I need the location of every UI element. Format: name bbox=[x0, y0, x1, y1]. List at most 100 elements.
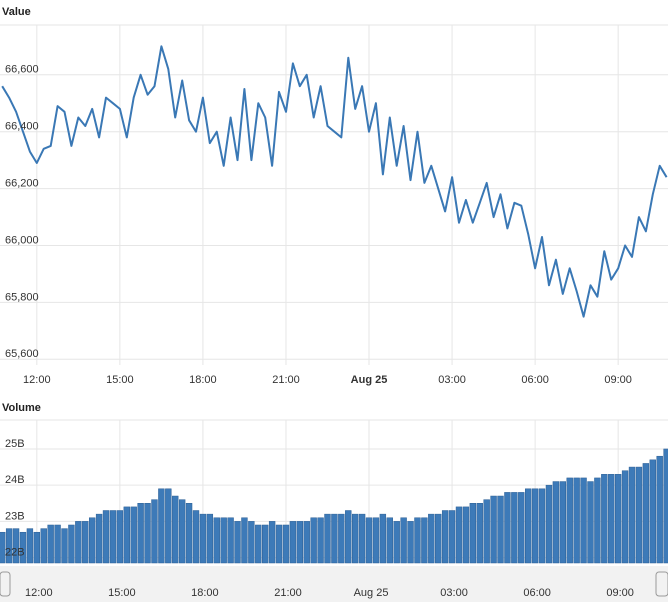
volume-bar bbox=[317, 517, 324, 564]
volume-bar bbox=[628, 466, 636, 564]
volume-bar bbox=[137, 503, 144, 564]
volume-bar bbox=[151, 499, 158, 564]
volume-bar bbox=[88, 517, 96, 564]
volume-bar bbox=[144, 503, 151, 564]
y-tick-label: 66,600 bbox=[5, 64, 39, 76]
volume-bar bbox=[525, 488, 532, 564]
volume-bar bbox=[61, 528, 68, 564]
x-tick-label: 03:00 bbox=[438, 374, 466, 386]
x-tick-label: 18:00 bbox=[189, 374, 217, 386]
y-tick-label: 65,800 bbox=[5, 291, 39, 303]
y-tick-label: 66,400 bbox=[5, 121, 39, 133]
volume-bar bbox=[428, 513, 435, 564]
volume-bar bbox=[109, 510, 117, 564]
x-tick-label: 12:00 bbox=[23, 374, 51, 386]
volume-bar bbox=[538, 488, 546, 564]
navigator bbox=[0, 566, 668, 602]
volume-bar bbox=[476, 503, 483, 564]
volume-bar bbox=[504, 492, 511, 564]
volume-bar bbox=[511, 492, 518, 564]
volume-bar bbox=[552, 481, 560, 564]
navigator-label: 03:00 bbox=[440, 587, 468, 599]
volume-bar bbox=[455, 506, 463, 564]
navigator-label: 21:00 bbox=[274, 587, 302, 599]
volume-bar bbox=[68, 524, 75, 564]
y-tick-label: 22B bbox=[5, 546, 25, 558]
volume-bar bbox=[206, 513, 214, 564]
volume-bar bbox=[185, 503, 193, 564]
volume-bar bbox=[483, 499, 490, 564]
volume-bar bbox=[379, 513, 387, 564]
volume-bar bbox=[559, 481, 566, 564]
volume-bar bbox=[130, 506, 137, 564]
volume-bar bbox=[601, 474, 608, 564]
volume-bar bbox=[5, 528, 13, 564]
volume-bar bbox=[275, 524, 283, 564]
volume-bar bbox=[462, 506, 470, 564]
pane-title: Volume bbox=[2, 402, 41, 414]
volume-bar bbox=[351, 513, 359, 564]
volume-bar bbox=[587, 481, 594, 564]
volume-bar bbox=[531, 488, 539, 564]
volume-bar bbox=[324, 513, 331, 564]
volume-bar bbox=[386, 517, 393, 564]
volume-bar bbox=[331, 513, 338, 564]
volume-bar bbox=[255, 524, 262, 564]
volume-bar bbox=[635, 466, 643, 564]
volume-bar bbox=[172, 495, 179, 564]
navigator-handle[interactable] bbox=[0, 571, 11, 597]
volume-bar bbox=[407, 521, 414, 564]
volume-bar bbox=[497, 495, 504, 564]
volume-bar bbox=[573, 477, 580, 564]
volume-bar bbox=[303, 521, 310, 564]
volume-bar bbox=[192, 510, 200, 564]
volume-bar bbox=[441, 510, 449, 564]
volume-bar bbox=[608, 474, 615, 564]
volume-bar bbox=[372, 517, 380, 564]
volume-bar bbox=[656, 455, 663, 564]
volume-bar bbox=[365, 517, 373, 564]
navigator-label: 15:00 bbox=[108, 587, 136, 599]
volume-bar bbox=[227, 517, 234, 564]
volume-bar bbox=[545, 484, 553, 564]
x-tick-label: 15:00 bbox=[106, 374, 134, 386]
navigator-label: 18:00 bbox=[191, 587, 219, 599]
volume-bar bbox=[518, 492, 525, 564]
volume-bar bbox=[421, 517, 428, 564]
volume-bar bbox=[400, 517, 407, 564]
volume-bar bbox=[649, 459, 656, 564]
volume-bar bbox=[102, 510, 110, 564]
navigator-label: 12:00 bbox=[25, 587, 53, 599]
volume-bar bbox=[248, 521, 255, 564]
volume-bar bbox=[165, 488, 172, 564]
y-tick-label: 66,200 bbox=[5, 178, 39, 190]
volume-bar bbox=[26, 528, 34, 564]
volume-bar bbox=[642, 463, 650, 564]
volume-bar bbox=[82, 521, 89, 564]
navigator-label: Aug 25 bbox=[354, 587, 389, 599]
volume-bar bbox=[234, 521, 241, 564]
volume-bar bbox=[220, 517, 227, 564]
volume-bar bbox=[580, 477, 587, 564]
volume-bar bbox=[123, 506, 130, 564]
y-tick-label: 24B bbox=[5, 474, 25, 486]
volume-bar bbox=[296, 521, 304, 564]
volume-bar bbox=[469, 503, 477, 564]
volume-bar bbox=[268, 521, 276, 564]
volume-bar bbox=[241, 517, 248, 564]
volume-bar bbox=[75, 521, 82, 564]
volume-bar bbox=[0, 531, 6, 564]
volume-bar bbox=[116, 510, 124, 564]
volume-bar bbox=[566, 477, 573, 564]
volume-bar bbox=[358, 513, 366, 564]
volume-bar bbox=[289, 521, 297, 564]
y-tick-label: 66,000 bbox=[5, 234, 39, 246]
y-tick-label: 25B bbox=[5, 438, 25, 450]
volume-bar bbox=[435, 513, 442, 564]
volume-bar bbox=[414, 517, 421, 564]
volume-bar bbox=[178, 499, 186, 564]
volume-bar bbox=[199, 513, 207, 564]
pane-title: Value bbox=[2, 6, 31, 18]
navigator-handle[interactable] bbox=[655, 571, 668, 597]
